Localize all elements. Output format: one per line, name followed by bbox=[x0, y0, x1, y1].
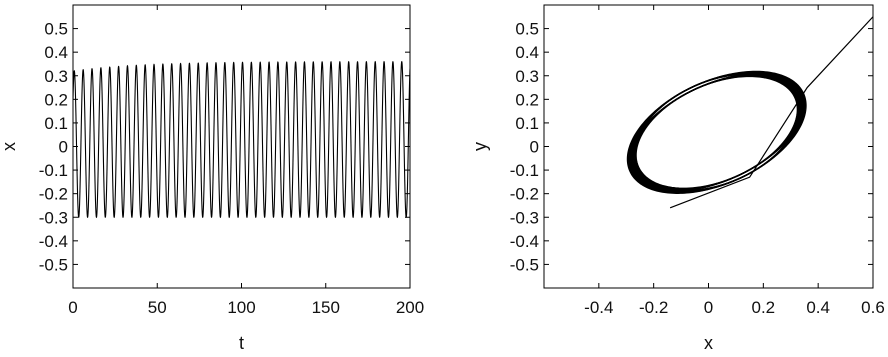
chart-2-limit-cycle-loop bbox=[631, 72, 802, 193]
chart-2-y-tick-label: -0.3 bbox=[510, 208, 539, 227]
chart-2-x-tick-label: -0.4 bbox=[584, 298, 613, 317]
chart-1-y-tick-label: -0.4 bbox=[39, 232, 68, 251]
chart-2-x-axis-label: x bbox=[704, 333, 713, 353]
chart-1-y-tick-label: 0.4 bbox=[44, 43, 68, 62]
chart-1-y-tick-label: -0.1 bbox=[39, 161, 68, 180]
chart-1-x-tick-label: 50 bbox=[148, 298, 167, 317]
chart-2-x-tick-label: 0.6 bbox=[861, 298, 885, 317]
chart-2-limit-cycle-loop bbox=[627, 72, 806, 192]
chart-2-limit-cycle-loop bbox=[631, 74, 802, 191]
chart-1-x-axis-label: t bbox=[239, 333, 244, 353]
chart-2-y-tick-label: 0.3 bbox=[515, 67, 539, 86]
chart-2-y-tick-label: -0.1 bbox=[510, 161, 539, 180]
chart-1-x-tick-label: 100 bbox=[227, 298, 255, 317]
chart-2-limit-cycle-loop bbox=[629, 71, 805, 194]
chart-2-y-tick-label: -0.4 bbox=[510, 232, 539, 251]
chart-1-x-tick-label: 0 bbox=[68, 298, 77, 317]
chart-2-limit-cycle-loop bbox=[630, 73, 804, 191]
chart-2-limit-cycle-loop bbox=[630, 72, 804, 193]
chart-2-y-tick-label: 0 bbox=[530, 138, 539, 157]
chart-1-x-tick-label: 150 bbox=[312, 298, 340, 317]
chart-1-y-tick-label: -0.3 bbox=[39, 208, 68, 227]
chart-1-y-tick-label: 0.5 bbox=[44, 20, 68, 39]
chart-1-y-tick-label: 0.1 bbox=[44, 114, 68, 133]
chart-1-series-line bbox=[73, 60, 410, 219]
chart-2-x-tick-label: 0 bbox=[704, 298, 713, 317]
chart-2-x-tick-label: 0.4 bbox=[806, 298, 830, 317]
chart-1-y-tick-label: -0.2 bbox=[39, 185, 68, 204]
chart-2-plot-frame bbox=[543, 4, 874, 289]
chart-2-y-axis-label: y bbox=[470, 142, 490, 151]
chart-1-y-tick-label: -0.5 bbox=[39, 255, 68, 274]
chart-1-y-tick-label: 0 bbox=[59, 138, 68, 157]
chart-1-y-tick-label: 0.2 bbox=[44, 90, 68, 109]
chart-2-limit-cycle-loop bbox=[632, 74, 801, 190]
chart-1-x-tick-label: 200 bbox=[396, 298, 424, 317]
chart-2-limit-cycle-loop bbox=[634, 75, 800, 190]
chart-2-y-tick-label: 0.4 bbox=[515, 43, 539, 62]
chart-2-x-tick-label: 0.2 bbox=[752, 298, 776, 317]
chart-2-y-tick-label: -0.2 bbox=[510, 185, 539, 204]
chart-2-limit-cycle-loop bbox=[626, 70, 807, 194]
chart-2-transient-line bbox=[669, 16, 873, 209]
chart-2-y-tick-label: 0.1 bbox=[515, 114, 539, 133]
chart-1-y-tick-label: 0.3 bbox=[44, 67, 68, 86]
chart-2-limit-cycle-loop bbox=[634, 73, 800, 192]
chart-2-limit-cycle-loop bbox=[629, 73, 805, 192]
chart-2-y-tick-label: -0.5 bbox=[510, 255, 539, 274]
chart-2-x-tick-label: -0.2 bbox=[639, 298, 668, 317]
chart-2-y-tick-label: 0.2 bbox=[515, 90, 539, 109]
chart-2-limit-cycle-loop bbox=[632, 73, 801, 192]
chart-2-y-tick-label: 0.5 bbox=[515, 20, 539, 39]
chart-1-y-axis-label: x bbox=[0, 142, 19, 151]
chart-2-limit-cycle-loop bbox=[635, 75, 799, 190]
